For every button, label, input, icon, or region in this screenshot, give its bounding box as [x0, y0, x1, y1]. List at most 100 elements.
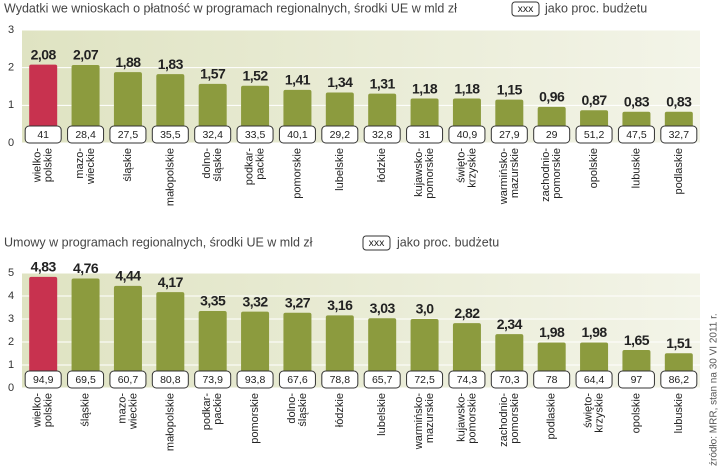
value-label: 2,34: [497, 316, 523, 332]
share-box: [236, 370, 274, 389]
x-tick-label-line: śląskie: [212, 148, 224, 182]
share-box: [533, 370, 571, 389]
x-tick-label: pomorskie: [291, 148, 303, 199]
share-box: [67, 125, 105, 144]
share-label: 78,8: [330, 374, 351, 386]
share-box: [448, 125, 486, 144]
x-tick-label: lubuskie: [673, 393, 685, 433]
x-tick-label-line: pomorskie: [466, 393, 478, 444]
share-label: 80,8: [160, 374, 181, 386]
x-tick-label-line: warmińsko-: [498, 148, 510, 206]
share-box: [490, 125, 528, 144]
x-tick-label-line: polskie: [43, 393, 55, 427]
x-tick-label: małopolskie: [164, 148, 176, 206]
x-tick-label-line: małopolskie: [164, 393, 176, 451]
x-tick-label: wielko-polskie: [32, 393, 55, 429]
share-label: 97: [631, 374, 643, 386]
x-tick-label-line: lubuskie: [630, 148, 642, 188]
share-label: 72,5: [414, 374, 435, 386]
bar: [241, 311, 270, 388]
share-box: [406, 125, 444, 144]
x-tick-label-line: warmińsko-: [413, 393, 425, 451]
share-label: 60,7: [118, 374, 139, 386]
share-box: [448, 370, 486, 389]
x-tick-label-line: packie: [212, 393, 224, 425]
value-label: 1,88: [115, 54, 141, 70]
bar: [29, 276, 58, 388]
x-tick-label-line: lubelskie: [334, 148, 346, 191]
value-label: 3,0: [416, 301, 435, 317]
x-tick-label: zachodnio-pomorskie: [540, 148, 563, 202]
x-tick-label: podlaskie: [673, 148, 685, 194]
x-tick-label: podlaskie: [546, 393, 558, 439]
share-box: [24, 370, 62, 389]
y-tick-label: 0: [8, 137, 14, 149]
y-tick-label: 0: [8, 382, 14, 394]
legend-label: jako proc. budżetu: [544, 1, 647, 15]
share-box: [321, 370, 359, 389]
x-tick-label: lubelskie: [334, 148, 346, 191]
x-tick-label-line: śląskie: [297, 393, 309, 427]
share-box: [278, 125, 316, 144]
value-label: 2,08: [31, 46, 57, 62]
x-tick-label: pomorskie: [249, 393, 261, 444]
share-box: [24, 125, 62, 144]
x-tick-label-line: polskie: [43, 148, 55, 182]
legend-box-text: xxx: [518, 3, 535, 15]
x-tick-label-line: lubelskie: [376, 393, 388, 436]
x-tick-label-line: podlaskie: [546, 393, 558, 439]
bar: [283, 312, 312, 388]
x-tick-label: kujawsko-pomorskie: [455, 393, 478, 444]
value-label: 3,27: [285, 294, 311, 310]
share-label: 73,9: [202, 374, 223, 386]
x-tick-label-line: wieckie: [127, 393, 139, 430]
x-tick-label-line: packie: [254, 148, 266, 180]
share-label: 32,8: [372, 129, 393, 141]
x-tick-label-line: opolskie: [588, 148, 600, 188]
bar: [325, 315, 354, 388]
x-tick-label: mazo-wieckie: [116, 393, 139, 430]
x-tick-label-line: zachodnio-: [540, 148, 552, 202]
share-label: 64,4: [584, 374, 605, 386]
x-tick-label: dolno-śląskie: [286, 393, 309, 427]
x-tick-label-line: pomorskie: [249, 393, 261, 444]
share-label: 93,8: [245, 374, 266, 386]
value-label: 3,16: [327, 297, 353, 313]
bar: [113, 285, 142, 388]
share-box: [67, 370, 105, 389]
share-label: 29,2: [330, 129, 351, 141]
x-tick-label-line: opolskie: [630, 393, 642, 433]
x-tick-label: wielko-polskie: [32, 148, 55, 184]
share-label: 69,5: [75, 374, 96, 386]
x-tick-label: mazo-wieckie: [74, 148, 97, 185]
x-tick-label-line: wieckie: [85, 148, 97, 185]
bar: [198, 310, 227, 388]
x-tick-label-line: łódzkie: [334, 393, 346, 427]
share-box: [660, 125, 698, 144]
x-tick-label: łódzkie: [376, 148, 388, 182]
value-label: 1,83: [158, 56, 184, 72]
value-label: 3,35: [200, 293, 226, 309]
value-label: 4,44: [115, 268, 141, 284]
value-label: 3,32: [242, 293, 268, 309]
x-tick-label-line: krzyskie: [593, 393, 605, 433]
x-tick-label-line: małopolskie: [164, 148, 176, 206]
x-tick-label-line: mazurskie: [509, 148, 521, 198]
value-label: 1,34: [327, 74, 353, 90]
value-label: 4,83: [31, 259, 57, 275]
x-tick-label: zachodnio-pomorskie: [498, 393, 521, 447]
legend-box: [362, 235, 391, 251]
share-box: [363, 125, 401, 144]
x-tick-label-line: święto-: [582, 393, 594, 428]
x-tick-label-line: pomorskie: [551, 148, 563, 199]
share-label: 40,9: [457, 129, 478, 141]
bar: [156, 292, 185, 388]
x-tick-label-line: święto-: [455, 148, 467, 183]
x-tick-label: opolskie: [630, 393, 642, 433]
x-tick-label: święto-krzyskie: [582, 393, 605, 433]
share-box: [617, 125, 655, 144]
y-tick-label: 3: [8, 313, 14, 325]
legend-box: [511, 1, 540, 17]
share-box: [575, 125, 613, 144]
